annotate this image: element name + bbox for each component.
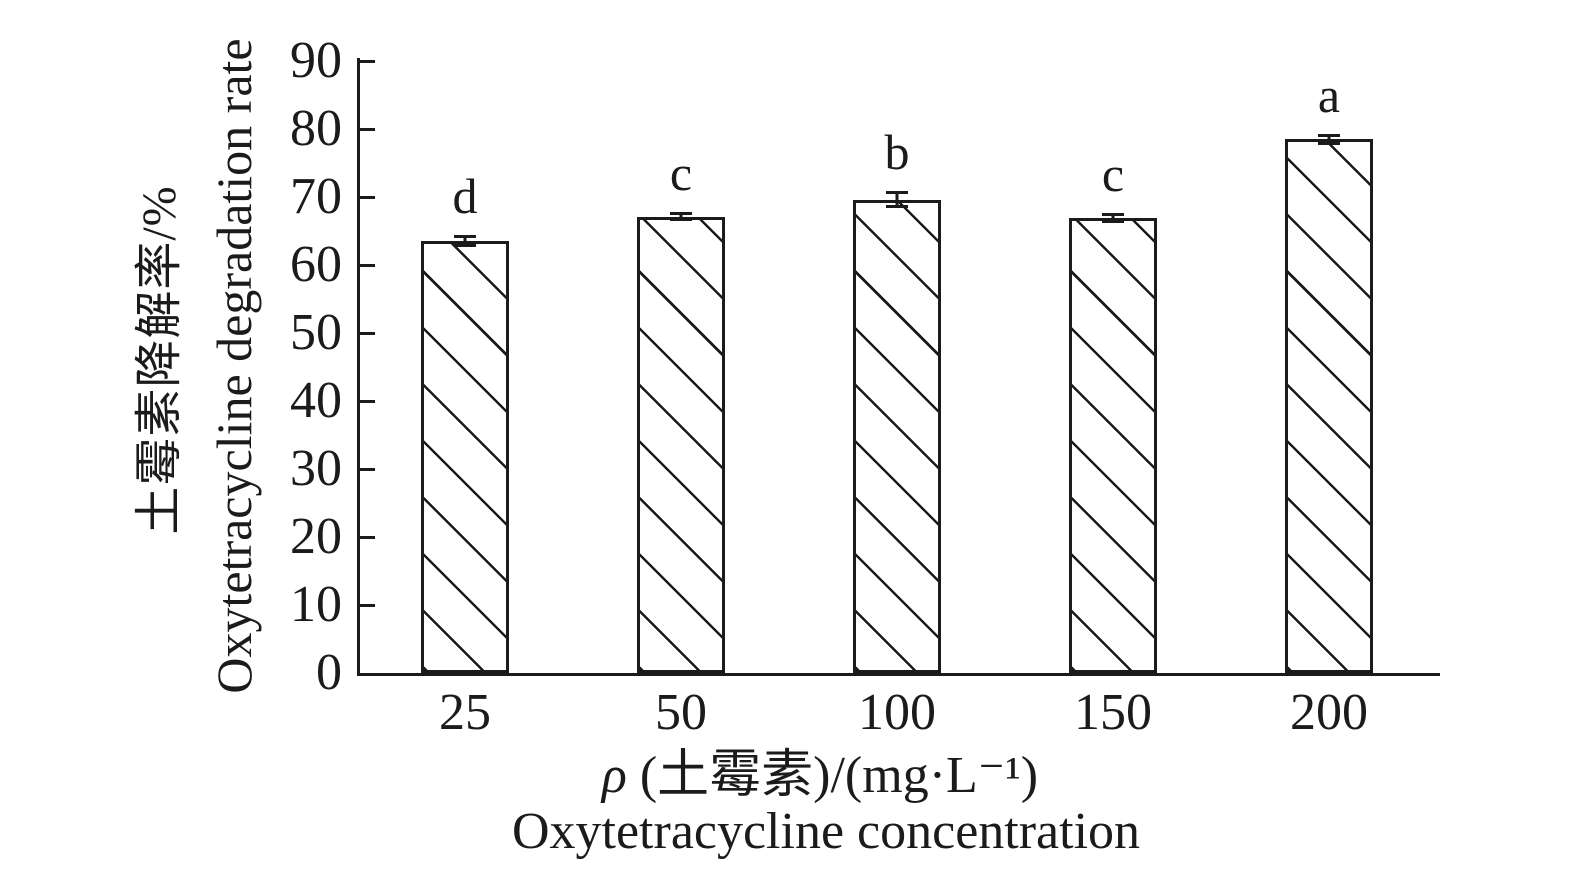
bar-100 — [853, 199, 941, 673]
error-bar-stem — [679, 214, 683, 219]
y-tick-mark — [360, 195, 375, 199]
y-tick-label: 0 — [316, 644, 342, 701]
y-axis-line — [357, 58, 360, 676]
significance-letter-50: c — [669, 144, 693, 201]
y-tick-label: 30 — [290, 440, 342, 497]
significance-letter-200: a — [1317, 66, 1341, 123]
y-tick-mark — [360, 59, 375, 63]
x-tick-label-100: 100 — [858, 684, 936, 741]
significance-letter-150: c — [1101, 146, 1125, 203]
y-tick-label: 60 — [290, 236, 342, 293]
error-bar-50 — [670, 211, 692, 222]
x-tick-label-200: 200 — [1290, 684, 1368, 741]
x-axis-title-english: Oxytetracycline concentration — [511, 803, 1141, 860]
x-axis-title-formula-rest: (土霉素)/(mg·L⁻¹) — [626, 747, 1039, 804]
y-tick-label: 20 — [290, 508, 342, 565]
bar-50 — [637, 216, 725, 673]
x-axis-title-formula: ρ (土霉素)/(mg·L⁻¹) — [602, 748, 1038, 804]
error-bar-stem — [1327, 136, 1331, 142]
x-tick-label-50: 50 — [655, 684, 707, 741]
bar-150 — [1069, 218, 1157, 673]
significance-letter-25: d — [452, 168, 478, 225]
x-tick-label-150: 150 — [1074, 684, 1152, 741]
y-tick-label: 80 — [290, 100, 342, 157]
y-tick-mark — [360, 127, 375, 131]
y-tick-label: 10 — [290, 576, 342, 633]
error-bar-200 — [1318, 133, 1340, 145]
rho-symbol: ρ — [601, 747, 627, 804]
y-tick-mark — [360, 467, 375, 471]
error-bar-25 — [454, 235, 476, 248]
y-tick-label: 40 — [290, 372, 342, 429]
error-bar-stem — [895, 194, 899, 206]
y-tick-mark — [360, 263, 375, 267]
y-tick-mark — [360, 535, 375, 539]
y-tick-label: 70 — [290, 168, 342, 225]
y-tick-mark — [360, 603, 375, 607]
bar-200 — [1285, 139, 1373, 673]
error-bar-stem — [1111, 216, 1115, 220]
y-tick-mark — [360, 331, 375, 335]
error-bar-150 — [1102, 213, 1124, 223]
bar-25 — [421, 241, 509, 673]
x-tick-label-25: 25 — [439, 684, 491, 741]
y-tick-mark — [360, 399, 375, 403]
x-axis-line — [357, 673, 1440, 676]
error-bar-100 — [886, 191, 908, 209]
y-tick-label: 90 — [290, 32, 342, 89]
y-tick-label: 50 — [290, 304, 342, 361]
error-bar-stem — [463, 238, 467, 245]
significance-letter-100: b — [884, 124, 910, 181]
